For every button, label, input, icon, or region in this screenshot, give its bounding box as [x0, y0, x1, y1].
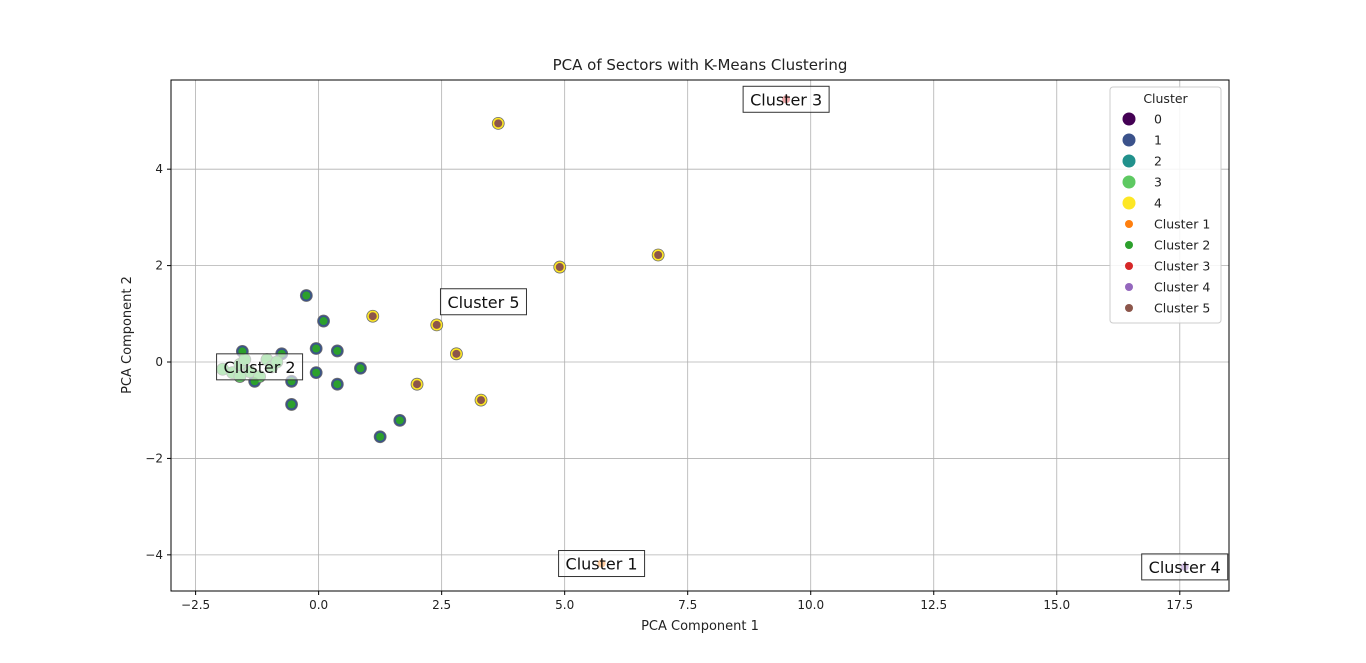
cluster-2-point — [287, 400, 296, 409]
annotation-label: Cluster 2 — [224, 358, 296, 377]
legend-entry-label: Cluster 3 — [1154, 259, 1210, 274]
legend-entry-label: Cluster 4 — [1154, 280, 1210, 295]
x-tick-label: 7.5 — [678, 598, 697, 612]
legend-marker — [1125, 241, 1133, 249]
cluster-2-point — [302, 291, 311, 300]
x-tick-label: 10.0 — [797, 598, 824, 612]
legend-entry-label: 3 — [1154, 175, 1162, 190]
annotation-box — [216, 353, 304, 381]
legend-title: Cluster — [1143, 91, 1188, 106]
legend-marker — [1122, 154, 1136, 168]
cluster-5-point — [555, 263, 564, 272]
x-axis-title: PCA Component 1 — [641, 619, 759, 634]
legend-entry-label: 4 — [1154, 196, 1162, 211]
cluster-5-point — [432, 320, 441, 329]
chart-title: PCA of Sectors with K-Means Clustering — [553, 56, 848, 74]
x-tick-label: −2.5 — [181, 598, 210, 612]
annotation-box — [439, 288, 527, 316]
annotation-label: Cluster 5 — [447, 293, 519, 312]
annotation-label: Cluster 3 — [750, 90, 822, 109]
legend-marker — [1122, 175, 1136, 189]
legend-entry-label: Cluster 2 — [1154, 238, 1210, 253]
cluster-2-point — [333, 346, 342, 355]
cluster-5-point — [452, 349, 461, 358]
cluster-annotation: Cluster 2 — [216, 353, 304, 381]
x-tick-label: 17.5 — [1166, 598, 1193, 612]
annotation-box — [742, 85, 830, 113]
legend-entry-label: 0 — [1154, 112, 1162, 127]
legend-marker — [1125, 220, 1133, 228]
y-tick-label: 0 — [155, 355, 163, 369]
y-axis-title: PCA Component 2 — [120, 276, 135, 394]
y-tick-label: −4 — [145, 548, 163, 562]
legend: Cluster 0 1 2 3 4 Cluster 1 Cluster 2 Cluster 3 C… — [1109, 86, 1222, 324]
annotation-label: Cluster 4 — [1149, 558, 1221, 577]
annotation-box — [558, 550, 646, 578]
legend-entry-label: 2 — [1154, 154, 1162, 169]
cluster-5-point — [494, 119, 503, 128]
legend-entry-label: Cluster 1 — [1154, 217, 1210, 232]
cluster-2-point — [312, 344, 321, 353]
cluster-annotation: Cluster 5 — [439, 288, 527, 316]
legend-marker — [1125, 262, 1133, 270]
legend-marker — [1122, 196, 1136, 210]
legend-marker — [1122, 133, 1136, 147]
cluster-annotation: Cluster 3 — [742, 85, 830, 113]
cluster-5-point — [413, 380, 422, 389]
x-tick-label: 12.5 — [920, 598, 947, 612]
y-tick-label: 2 — [155, 259, 163, 273]
x-tick-label: 0.0 — [309, 598, 328, 612]
cluster-5-point — [654, 250, 663, 259]
legend-marker — [1125, 283, 1133, 291]
legend-entry-label: Cluster 5 — [1154, 301, 1210, 316]
cluster-2-point — [333, 380, 342, 389]
cluster-annotation: Cluster 4 — [1141, 553, 1229, 581]
legend-entry-label: 1 — [1154, 133, 1162, 148]
legend-marker — [1125, 304, 1133, 312]
cluster-5-point — [477, 396, 486, 405]
x-tick-label: 2.5 — [432, 598, 451, 612]
cluster-2-point — [376, 432, 385, 441]
x-tick-label: 15.0 — [1043, 598, 1070, 612]
annotation-box — [1141, 553, 1229, 581]
cluster-2-point — [312, 368, 321, 377]
cluster-2-point — [356, 364, 365, 373]
cluster-2-point — [319, 317, 328, 326]
plot-area: −2.5 0.0 2.5 5.0 7.5 10.0 12.5 15.0 17.5−4−2024C… — [145, 79, 1230, 612]
plot-frame — [170, 79, 1230, 592]
cluster-2-point — [395, 416, 404, 425]
y-tick-label: 4 — [155, 162, 163, 176]
y-tick-label: −2 — [145, 451, 163, 465]
cluster-5-point — [368, 312, 377, 321]
x-tick-label: 5.0 — [555, 598, 574, 612]
legend-frame — [1109, 86, 1222, 324]
legend-marker — [1122, 112, 1136, 126]
cluster-annotation: Cluster 1 — [558, 550, 646, 578]
annotation-label: Cluster 1 — [566, 555, 638, 574]
